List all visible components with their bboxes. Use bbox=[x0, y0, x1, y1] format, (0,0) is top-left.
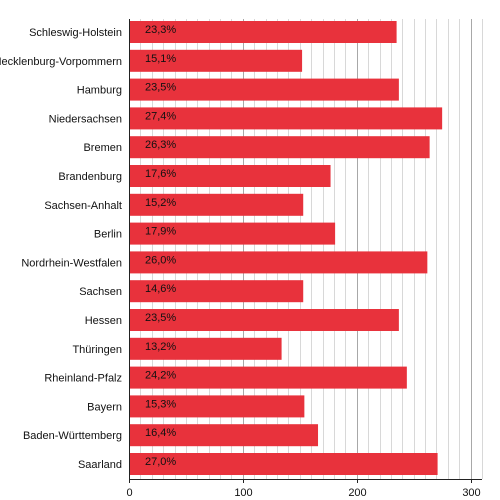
bar bbox=[129, 165, 331, 187]
category-label: Nordrhein-Westfalen bbox=[21, 257, 122, 269]
bar bbox=[129, 453, 438, 475]
data-label: 15,2% bbox=[145, 197, 176, 209]
category-label: Brandenburg bbox=[58, 171, 122, 183]
data-label: 14,6% bbox=[145, 283, 176, 295]
bar bbox=[129, 309, 399, 331]
category-label: Hamburg bbox=[77, 85, 122, 97]
data-label: 17,9% bbox=[145, 226, 176, 238]
data-label: 26,3% bbox=[145, 139, 176, 151]
category-label: Sachsen bbox=[79, 286, 122, 298]
data-labels: 23,3% 15,1% 23,5% 27,4% 26,3% 17,6% 15,2% 17,9%… bbox=[145, 24, 176, 468]
category-label: Berlin bbox=[94, 229, 122, 241]
data-label: 23,3% bbox=[145, 24, 176, 36]
bars bbox=[129, 21, 443, 475]
x-axis: 0 100 200 300 bbox=[126, 19, 482, 499]
category-label: Schleswig-Holstein bbox=[29, 27, 122, 39]
category-label: Baden-Württemberg bbox=[23, 430, 122, 442]
data-label: 15,1% bbox=[145, 53, 176, 65]
bar bbox=[129, 193, 304, 216]
category-label: Niedersachsen bbox=[49, 113, 122, 125]
category-label: Thüringen bbox=[72, 344, 122, 356]
x-tick-label: 300 bbox=[462, 487, 480, 499]
data-label: 15,3% bbox=[145, 398, 176, 410]
bar bbox=[129, 222, 336, 245]
x-tick-label: 0 bbox=[126, 487, 132, 499]
category-label: Hessen bbox=[85, 315, 122, 327]
data-label: 23,5% bbox=[145, 82, 176, 94]
bar bbox=[129, 136, 430, 159]
bar bbox=[129, 366, 407, 389]
x-tick-label: 200 bbox=[348, 487, 366, 499]
data-label: 26,0% bbox=[145, 254, 176, 266]
category-label: Mecklenburg-Vorpommern bbox=[0, 56, 122, 68]
category-labels: Schleswig-Holstein Mecklenburg-Vorpommern… bbox=[0, 27, 122, 471]
bar bbox=[129, 395, 305, 418]
data-label: 27,0% bbox=[145, 456, 176, 468]
bar bbox=[129, 424, 319, 447]
x-tick-label: 100 bbox=[234, 487, 252, 499]
category-label: Rheinland-Pfalz bbox=[44, 373, 122, 385]
data-label: 24,2% bbox=[145, 370, 176, 382]
data-label: 13,2% bbox=[145, 341, 176, 353]
bar bbox=[129, 251, 428, 274]
bar bbox=[129, 78, 399, 101]
bar bbox=[129, 107, 443, 130]
category-label: Bayern bbox=[87, 401, 122, 413]
category-label: Saarland bbox=[78, 459, 122, 471]
bar bbox=[129, 21, 397, 43]
category-label: Bremen bbox=[83, 142, 122, 154]
data-label: 16,4% bbox=[145, 427, 176, 439]
category-label: Sachsen-Anhalt bbox=[44, 200, 122, 212]
bar bbox=[129, 49, 303, 72]
bar bbox=[129, 280, 304, 303]
bar bbox=[129, 337, 282, 360]
data-label: 17,6% bbox=[145, 168, 176, 180]
data-label: 23,5% bbox=[145, 312, 176, 324]
data-label: 27,4% bbox=[145, 110, 176, 122]
